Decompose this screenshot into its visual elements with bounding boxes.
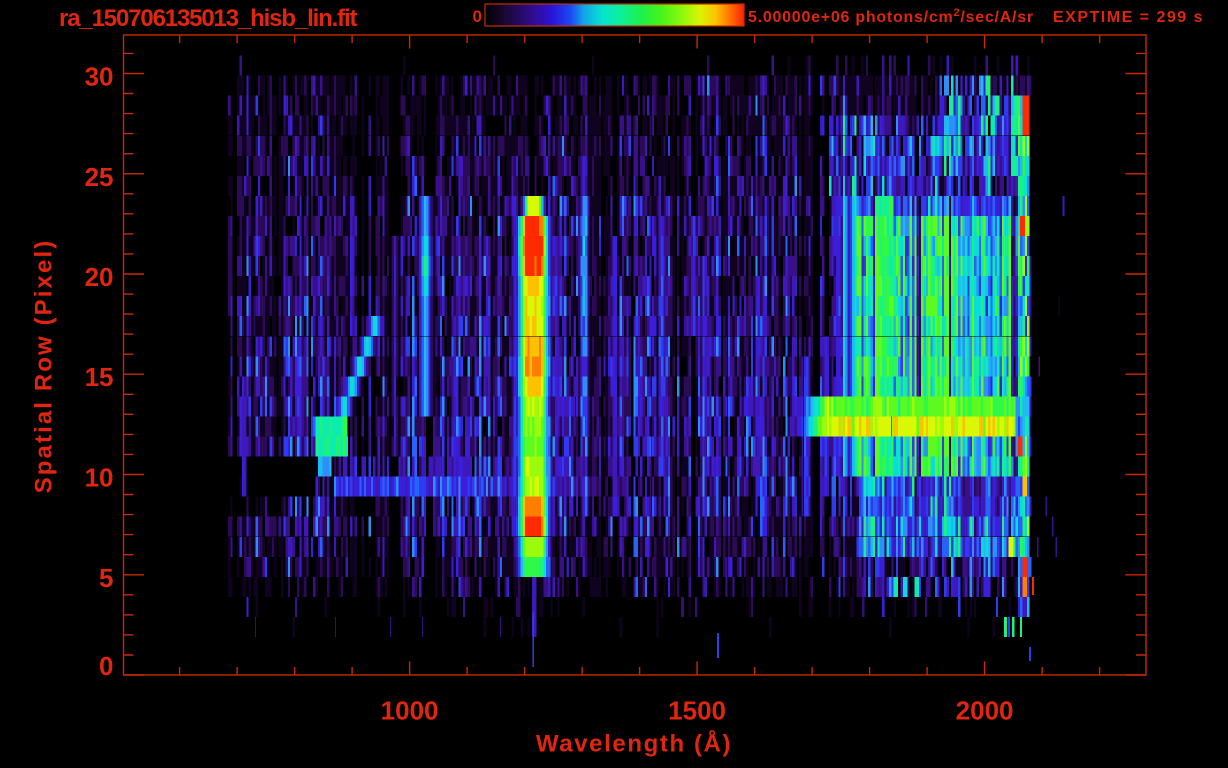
svg-text:EXPTIME = 299 s: EXPTIME = 299 s	[1053, 9, 1204, 26]
svg-text:20: 20	[85, 262, 114, 292]
svg-text:5.00000e+06 photons/cm2/sec/A/: 5.00000e+06 photons/cm2/sec/A/sr	[748, 7, 1034, 26]
svg-text:1500: 1500	[668, 696, 726, 726]
svg-text:15: 15	[85, 362, 114, 392]
svg-text:5: 5	[99, 563, 113, 593]
svg-text:ra_150706135013_hisb_lin.fit: ra_150706135013_hisb_lin.fit	[59, 5, 358, 32]
svg-text:1000: 1000	[381, 696, 439, 726]
svg-text:2000: 2000	[956, 696, 1014, 726]
svg-text:25: 25	[85, 162, 114, 192]
svg-text:30: 30	[85, 62, 114, 92]
svg-text:Wavelength (Å): Wavelength (Å)	[536, 730, 732, 758]
svg-text:10: 10	[85, 463, 114, 493]
svg-text:0: 0	[473, 7, 482, 26]
svg-text:Spatial Row (Pixel): Spatial Row (Pixel)	[31, 239, 58, 494]
svg-text:0: 0	[99, 651, 113, 681]
